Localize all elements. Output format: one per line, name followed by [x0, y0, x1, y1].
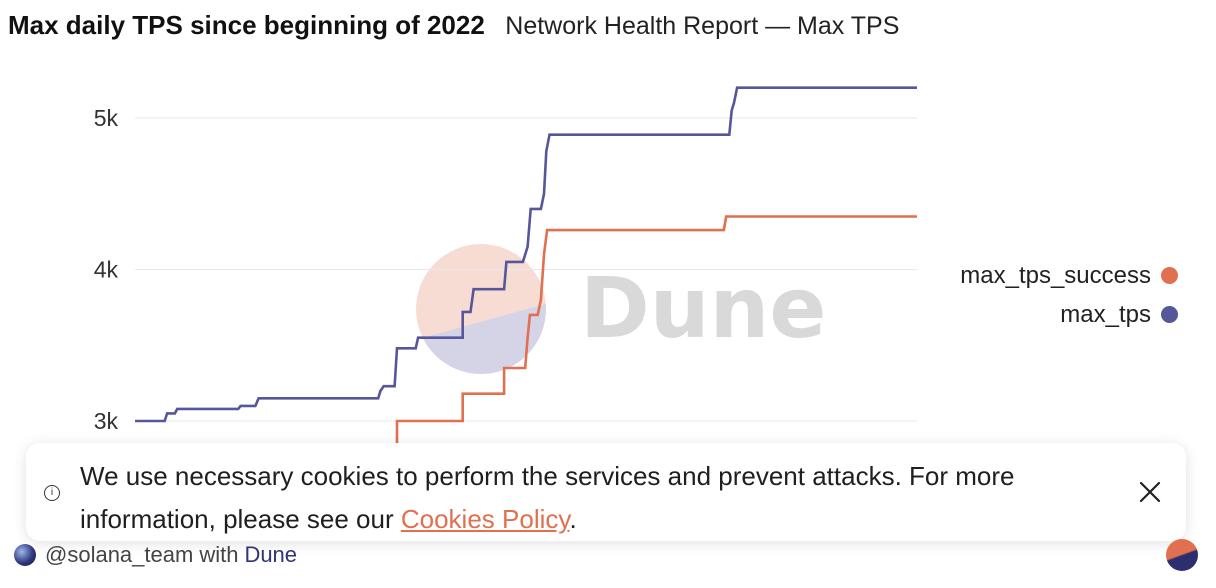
close-icon[interactable]: [1138, 480, 1162, 504]
grid-lines: [135, 117, 917, 422]
dune-logo-icon[interactable]: [1166, 539, 1198, 571]
series-line-max-tps-success[interactable]: [395, 215, 917, 444]
footer-handle[interactable]: @solana_team: [45, 542, 194, 567]
cookies-policy-link[interactable]: Cookies Policy: [400, 504, 570, 534]
chart-title: Max daily TPS since beginning of 2022: [8, 10, 485, 40]
footer-attribution: @solana_team with Dune: [14, 542, 297, 568]
footer-with: with: [199, 542, 239, 567]
chart-header: Max daily TPS since beginning of 2022 Ne…: [8, 10, 899, 41]
watermark-text: Dune: [580, 259, 826, 357]
cookie-message: We use necessary cookies to perform the …: [80, 455, 1120, 541]
watermark-logo-bottom: [416, 300, 546, 374]
avatar: [14, 544, 36, 566]
legend-label-max-tps-success: max_tps_success: [960, 261, 1151, 289]
legend: max_tps_success max_tps: [960, 256, 1178, 334]
legend-swatch-max-tps-success: [1161, 267, 1178, 284]
footer-brand[interactable]: Dune: [244, 542, 298, 567]
y-axis-ticks: 3k 4k 5k: [94, 105, 119, 434]
dune-watermark: Dune: [416, 244, 826, 374]
cookie-message-text: We use necessary cookies to perform the …: [80, 461, 1015, 534]
cookie-message-suffix: .: [569, 504, 577, 534]
info-icon: i: [44, 485, 60, 501]
y-tick-label-4k: 4k: [94, 257, 119, 283]
cookie-banner: i We use necessary cookies to perform th…: [26, 443, 1186, 541]
y-tick-label-3k: 3k: [94, 408, 119, 434]
series-lines: [135, 86, 917, 444]
legend-swatch-max-tps: [1161, 306, 1178, 323]
y-tick-label-5k: 5k: [94, 105, 119, 131]
legend-item-max-tps-success[interactable]: max_tps_success: [960, 256, 1178, 295]
series-line-max-tps[interactable]: [135, 86, 917, 423]
legend-item-max-tps[interactable]: max_tps: [960, 295, 1178, 334]
legend-label-max-tps: max_tps: [1060, 300, 1151, 328]
chart-subtitle: Network Health Report — Max TPS: [505, 12, 900, 40]
